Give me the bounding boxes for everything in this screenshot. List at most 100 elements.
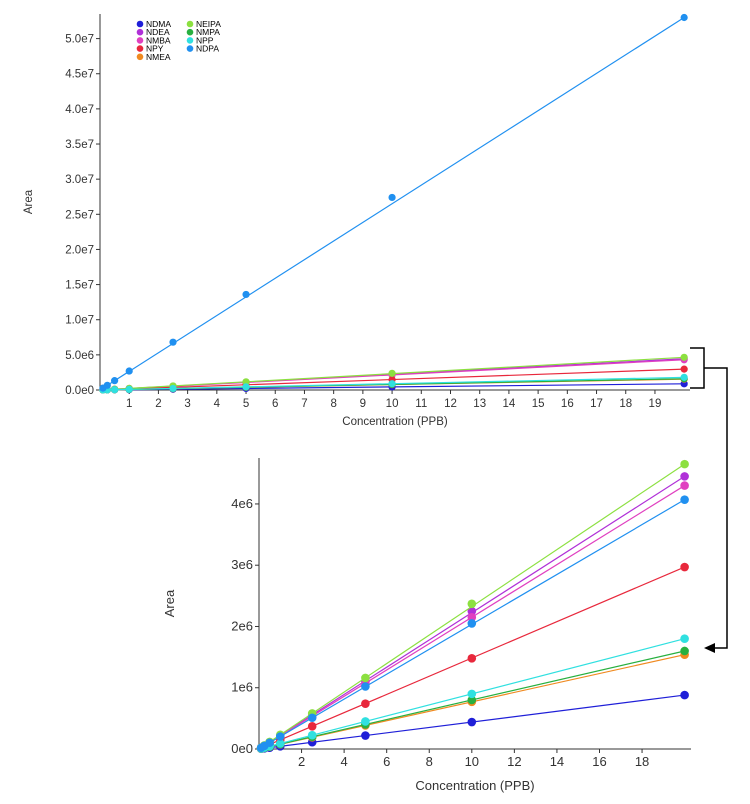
data-point <box>169 338 177 346</box>
y-tick-label: 1.0e7 <box>65 315 94 327</box>
data-point <box>361 682 370 691</box>
x-tick-label: 12 <box>444 398 457 410</box>
y-axis-title: Area <box>162 589 177 617</box>
x-tick-label: 4 <box>341 754 348 769</box>
y-tick-label: 3.0e7 <box>65 174 94 186</box>
data-point <box>388 380 396 388</box>
x-tick-label: 14 <box>503 398 516 410</box>
x-tick-label: 15 <box>532 398 545 410</box>
legend-swatch <box>136 37 144 44</box>
data-point <box>307 730 317 740</box>
data-point <box>467 599 477 609</box>
y-tick-label: 2.0e7 <box>65 244 94 256</box>
y-tick-label: 2.5e7 <box>65 209 94 221</box>
series-line <box>102 17 685 389</box>
x-tick-label: 14 <box>550 754 564 769</box>
data-point <box>680 365 688 373</box>
y-axis-title: Area <box>23 189 35 214</box>
x-axis-title: Concentration (PPB) <box>415 778 534 793</box>
data-point <box>361 731 370 740</box>
y-tick-label: 4.5e7 <box>65 69 94 81</box>
data-point <box>242 290 250 299</box>
data-point <box>361 673 370 683</box>
data-point <box>361 699 370 708</box>
data-point <box>467 619 477 628</box>
main-calibration-chart: 0.0e0 5.0e6 1.0e7 1.5e7 2.0e7 2.5e7 3.0e7 3.5e7… <box>23 13 690 428</box>
data-point <box>307 713 317 723</box>
data-point <box>125 367 133 375</box>
x-tick-label: 10 <box>386 398 399 410</box>
x-tick-label: 19 <box>649 398 662 410</box>
y-tick-label: 1.5e7 <box>65 280 94 292</box>
y-tick-label: 5.0e6 <box>65 350 94 362</box>
legend-swatch <box>186 20 194 28</box>
data-point <box>467 606 477 616</box>
data-point <box>680 472 689 481</box>
y-tick-label: 4e6 <box>231 496 253 511</box>
legend-label: NDEA <box>146 27 170 37</box>
x-tick-label: 12 <box>507 754 521 769</box>
data-point <box>242 383 250 391</box>
data-point <box>680 353 688 361</box>
y-tick-label: 0e0 <box>231 741 253 756</box>
legend-label: NDMA <box>146 19 171 29</box>
x-tick-label: 18 <box>619 398 632 410</box>
data-point <box>103 381 111 389</box>
legend-swatch <box>136 45 144 52</box>
data-point <box>680 646 689 656</box>
data-point <box>275 732 285 741</box>
legend-swatch <box>136 53 144 61</box>
data-point <box>111 386 119 394</box>
zoom-arrowhead <box>704 643 715 653</box>
legend-swatch <box>186 28 194 36</box>
legend-label: NDPA <box>196 44 219 54</box>
data-point <box>125 385 133 393</box>
data-point <box>467 654 477 663</box>
x-tick-label: 11 <box>415 398 427 410</box>
legend-label: NMBA <box>146 35 171 45</box>
y-tick-label: 0.0e0 <box>65 385 94 397</box>
zoom-connector <box>690 347 728 653</box>
y-tick-label: 2e6 <box>231 618 253 633</box>
y-tick-label: 5.0e7 <box>65 34 94 46</box>
data-point <box>467 717 477 727</box>
x-tick-label: 6 <box>272 398 278 410</box>
x-tick-label: 8 <box>426 754 433 769</box>
data-point <box>680 495 689 504</box>
data-point <box>680 373 688 381</box>
x-tick-label: 9 <box>360 398 366 410</box>
data-point <box>680 13 688 22</box>
y-tick-label: 1e6 <box>231 680 253 695</box>
data-point <box>680 562 689 572</box>
data-point <box>111 377 119 385</box>
x-tick-label: 8 <box>330 398 336 410</box>
legend-label: NMPA <box>196 27 220 37</box>
data-point <box>275 739 285 748</box>
x-tick-label: 5 <box>243 398 249 410</box>
x-tick-label: 7 <box>301 398 307 410</box>
data-point <box>467 695 477 705</box>
legend-label: NEIPA <box>196 19 221 29</box>
legend-label: NPY <box>146 44 164 54</box>
x-tick-label: 6 <box>383 754 390 769</box>
y-tick-label: 3e6 <box>231 557 253 572</box>
zoom-calibration-chart: 0e0 1e6 2e6 3e6 4e6 2 4 6 8 10 12 14 16 18 Concentrati… <box>162 458 691 793</box>
data-point <box>307 722 317 731</box>
x-tick-label: 1 <box>126 398 132 410</box>
legend-swatch <box>186 45 194 52</box>
data-point <box>388 369 396 377</box>
data-point <box>388 193 396 202</box>
data-point <box>680 459 689 469</box>
legend-swatch <box>186 37 194 44</box>
data-point <box>361 717 370 726</box>
data-point <box>680 634 689 644</box>
x-tick-label: 10 <box>465 754 479 769</box>
y-tick-label: 4.0e7 <box>65 104 94 116</box>
x-tick-label: 16 <box>592 754 606 769</box>
data-point <box>680 481 689 490</box>
data-point <box>467 612 477 622</box>
legend-label: NPP <box>196 35 214 45</box>
legend-swatch <box>136 20 144 28</box>
